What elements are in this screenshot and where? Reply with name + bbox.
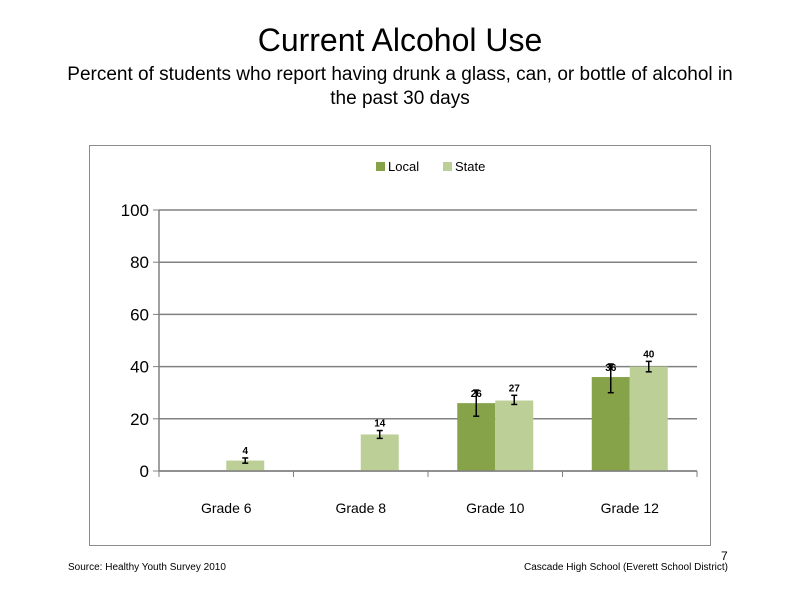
x-category-label: Grade 10 <box>466 500 525 516</box>
y-tick-label: 0 <box>140 462 149 481</box>
legend-label-state: State <box>455 159 485 174</box>
y-tick-label: 40 <box>130 358 149 377</box>
chart-subtitle: Percent of students who report having dr… <box>67 64 733 109</box>
bar-state-grade-10 <box>495 400 534 471</box>
x-category-label: Grade 12 <box>601 500 660 516</box>
x-category-label: Grade 8 <box>335 500 386 516</box>
slide-number: 7 <box>721 549 728 563</box>
data-label: 14 <box>374 419 386 430</box>
legend-swatch-local <box>376 162 385 171</box>
chart-title: Current Alcohol Use <box>257 22 543 58</box>
data-label: 26 <box>471 389 483 400</box>
data-label: 36 <box>605 363 617 374</box>
school-note: Cascade High School (Everett School Dist… <box>524 562 728 573</box>
y-tick-label: 100 <box>121 201 149 220</box>
chart-area <box>89 145 711 546</box>
data-label: 40 <box>643 349 655 360</box>
source-note: Source: Healthy Youth Survey 2010 <box>68 562 226 573</box>
legend-label-local: Local <box>388 159 419 174</box>
legend-swatch-state <box>443 162 452 171</box>
bar-state-grade-8 <box>360 434 399 471</box>
data-label: 4 <box>242 446 248 457</box>
bar-state-grade-6 <box>226 460 265 471</box>
data-label: 27 <box>509 383 521 394</box>
x-category-label: Grade 6 <box>201 500 252 516</box>
bar-state-grade-12 <box>629 366 668 471</box>
y-tick-label: 20 <box>130 410 149 429</box>
y-tick-label: 60 <box>130 305 149 324</box>
y-tick-label: 80 <box>130 253 149 272</box>
